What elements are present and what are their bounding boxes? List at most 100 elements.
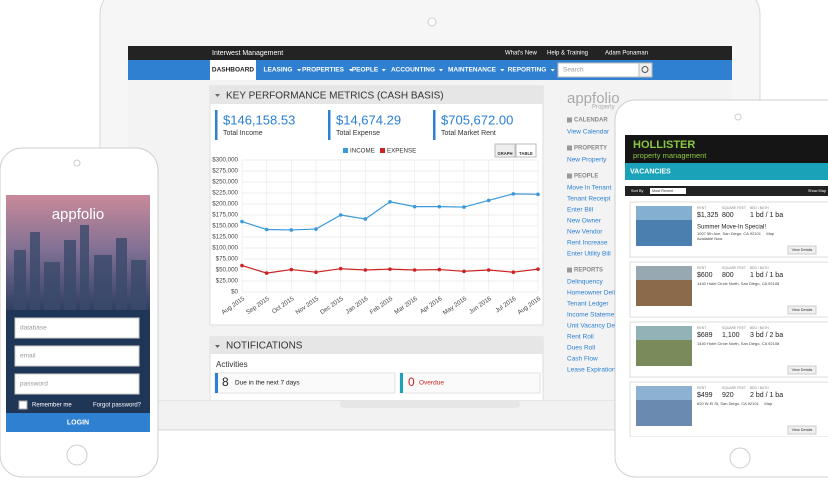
listing-rent: $600	[697, 272, 713, 279]
col-label: RENT	[697, 326, 706, 330]
header-link[interactable]: What's New	[505, 51, 537, 57]
sidebar-link[interactable]: Lease Expiration Month	[567, 367, 636, 374]
listing-sqft: 800	[722, 272, 734, 279]
y-tick-label: $225,000	[212, 190, 238, 197]
nav-caret	[349, 69, 353, 72]
sidebar-link[interactable]: New Owner	[567, 218, 602, 225]
legend-swatch	[343, 148, 348, 153]
col-label: BED / BATH	[750, 266, 769, 270]
y-tick-label: $50,000	[216, 267, 239, 274]
brand-sub: property management	[633, 151, 707, 160]
nav-item[interactable]: ACCOUNTING	[391, 67, 435, 74]
phone-home-button[interactable]	[66, 444, 88, 466]
nav-item[interactable]: LEASING	[264, 67, 293, 74]
show-map[interactable]: Show Map	[808, 189, 826, 193]
kpi-value: $146,158.53	[223, 112, 295, 127]
nav-active	[210, 60, 256, 80]
sidebar-link[interactable]: View Calendar	[567, 129, 610, 136]
kpi-title: KEY PERFORMANCE METRICS (CASH BASIS)	[226, 91, 444, 102]
phone-camera	[73, 159, 81, 167]
data-point	[264, 227, 269, 232]
nav-item[interactable]: PEOPLE	[352, 67, 379, 74]
sidebar-link[interactable]: Unit Vacancy Detail	[567, 323, 624, 330]
sidebar-link[interactable]: New Vendor	[567, 229, 603, 236]
view-button-label[interactable]: GRAPH	[497, 151, 512, 156]
section-icon	[567, 267, 572, 273]
data-point	[289, 267, 294, 272]
y-tick-label: $150,000	[212, 223, 238, 230]
listing-map[interactable]: Map	[766, 231, 775, 236]
login-button[interactable]	[6, 413, 150, 432]
header-link[interactable]: Adam Ponaman	[605, 51, 648, 57]
sidebar-link[interactable]: Rent Increase	[567, 240, 608, 247]
details-button[interactable]	[787, 305, 817, 315]
search-button[interactable]	[638, 62, 653, 78]
data-point	[264, 271, 269, 275]
sidebar-link[interactable]: New Property	[567, 157, 607, 164]
forgot-link[interactable]: Forgot password?	[93, 403, 142, 409]
sort-value[interactable]: Most Recent	[652, 189, 674, 193]
company-name: Interwest Management	[212, 50, 283, 57]
details-label[interactable]: View Details	[792, 368, 813, 372]
sidebar-link[interactable]: Tenant Ledger	[567, 301, 609, 308]
details-button[interactable]	[787, 365, 817, 375]
sidebar-link[interactable]: Homeowner Delinquency	[567, 290, 640, 297]
login-label[interactable]: LOGIN	[67, 419, 89, 426]
sidebar-link[interactable]: Delinquency	[567, 279, 604, 286]
data-point	[289, 228, 294, 232]
sidebar-link[interactable]: Dues Roll	[567, 345, 596, 352]
notification-accent	[215, 373, 218, 393]
notification-label: Overdue	[419, 380, 444, 387]
details-label[interactable]: View Details	[792, 248, 813, 252]
data-point	[511, 270, 516, 275]
login-field[interactable]	[14, 317, 140, 339]
col-label: RENT	[697, 206, 706, 210]
sidebar-link[interactable]: Move In Tenant	[567, 185, 612, 192]
details-button[interactable]	[787, 425, 817, 435]
remember-label: Remember me	[32, 403, 72, 409]
header-link[interactable]: Help & Training	[547, 51, 588, 57]
nav-item[interactable]: MAINTENANCE	[448, 67, 497, 74]
details-label[interactable]: View Details	[792, 428, 813, 432]
kpi-header	[210, 86, 543, 104]
sidebar-link[interactable]: Enter Bill	[567, 207, 594, 214]
phone-logo: appfolio	[52, 206, 105, 223]
nav-item[interactable]: REPORTING	[508, 67, 547, 74]
nav-item[interactable]: PROPERTIES	[302, 67, 345, 74]
data-point	[536, 192, 540, 197]
building	[131, 260, 146, 310]
details-label[interactable]: View Details	[792, 308, 813, 312]
sort-select[interactable]	[650, 188, 686, 194]
data-point	[437, 204, 442, 209]
y-tick-label: $200,000	[212, 201, 238, 208]
building	[80, 225, 89, 310]
details-button[interactable]	[787, 245, 817, 255]
listing-sqft: 800	[722, 212, 734, 219]
login-field[interactable]	[14, 345, 140, 367]
data-point	[388, 200, 392, 204]
y-tick-label: $125,000	[212, 234, 238, 241]
data-point	[462, 269, 466, 274]
listing-photo-sky	[636, 266, 692, 280]
sidebar-link[interactable]: Cash Flow	[567, 356, 598, 363]
nav-item[interactable]: DASHBOARD	[212, 67, 255, 74]
sidebar-link[interactable]: Rent Roll	[567, 334, 594, 341]
section-title: PEOPLE	[574, 174, 598, 180]
listing-address: 620 W El St, San Diego, CA 92101	[697, 401, 760, 406]
y-tick-label: $0	[231, 289, 238, 296]
graph-button[interactable]	[494, 143, 516, 158]
sidebar-link[interactable]: Tenant Receipt	[567, 196, 611, 203]
y-tick-label: $100,000	[212, 245, 238, 252]
table-button[interactable]	[515, 143, 537, 158]
sidebar-link[interactable]: Enter Utility Bill	[567, 251, 611, 258]
vacancies-bar	[625, 163, 828, 180]
login-field[interactable]	[14, 373, 140, 395]
remember-checkbox[interactable]	[18, 400, 28, 410]
tablet-home-button[interactable]	[729, 447, 751, 469]
listing-photo-sky	[636, 206, 692, 220]
listing-map[interactable]: Map	[764, 401, 773, 406]
notification-label: Due in the next 7 days	[235, 380, 300, 387]
sidebar-link[interactable]: Income Statement	[567, 312, 620, 319]
view-button-label[interactable]: TABLE	[519, 151, 533, 156]
notification-accent	[400, 373, 403, 393]
